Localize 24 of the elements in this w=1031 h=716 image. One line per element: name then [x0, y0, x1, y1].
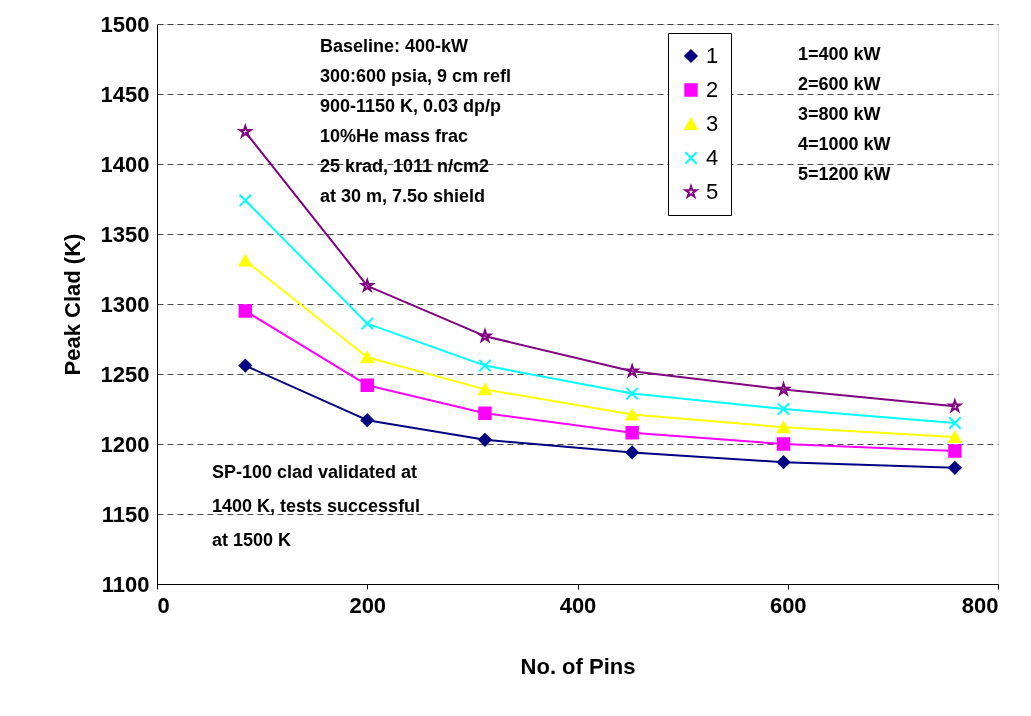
x-tick-label: 0 [157, 592, 170, 618]
x-tick-label: 400 [559, 592, 597, 618]
y-tick-label: 1200 [100, 431, 150, 457]
y-tick-label: 1250 [100, 361, 150, 387]
y-tick-label: 1400 [100, 151, 150, 177]
y-tick-label: 1350 [100, 221, 150, 247]
legend-label: 1 [706, 43, 719, 68]
legend-label: 3 [706, 111, 719, 136]
annotation: 1=400 kW 2=600 kW 3=800 kW 4=1000 kW 5=1200 kW [798, 44, 891, 184]
y-tick-label: 1150 [101, 501, 150, 527]
annotation: SP-100 clad validated at 1400 K, tests successful at 1500 K [212, 462, 421, 550]
x-tick-label: 800 [961, 592, 999, 618]
annotation: Baseline: 400-kW 300:600 psia, 9 cm refl 900-1150 K, 0.03 dp/p 10%He mass frac 25 krad, 1011 n/cm2 at 30 m, 7.5o shield [320, 36, 512, 206]
legend-label: 5 [706, 179, 719, 204]
y-tick-label: 1300 [100, 291, 150, 317]
y-tick-label: 1450 [100, 81, 150, 107]
x-axis-title: No. of Pins [520, 653, 636, 679]
y-tick-label: 1500 [100, 11, 150, 37]
x-tick-label: 600 [769, 592, 807, 618]
y-tick-label: 1100 [101, 571, 150, 597]
legend-label: 4 [706, 145, 719, 170]
y-axis-title: Peak Clad (K) [59, 233, 85, 376]
legend-label: 2 [706, 77, 719, 102]
x-tick-label: 200 [349, 592, 387, 618]
